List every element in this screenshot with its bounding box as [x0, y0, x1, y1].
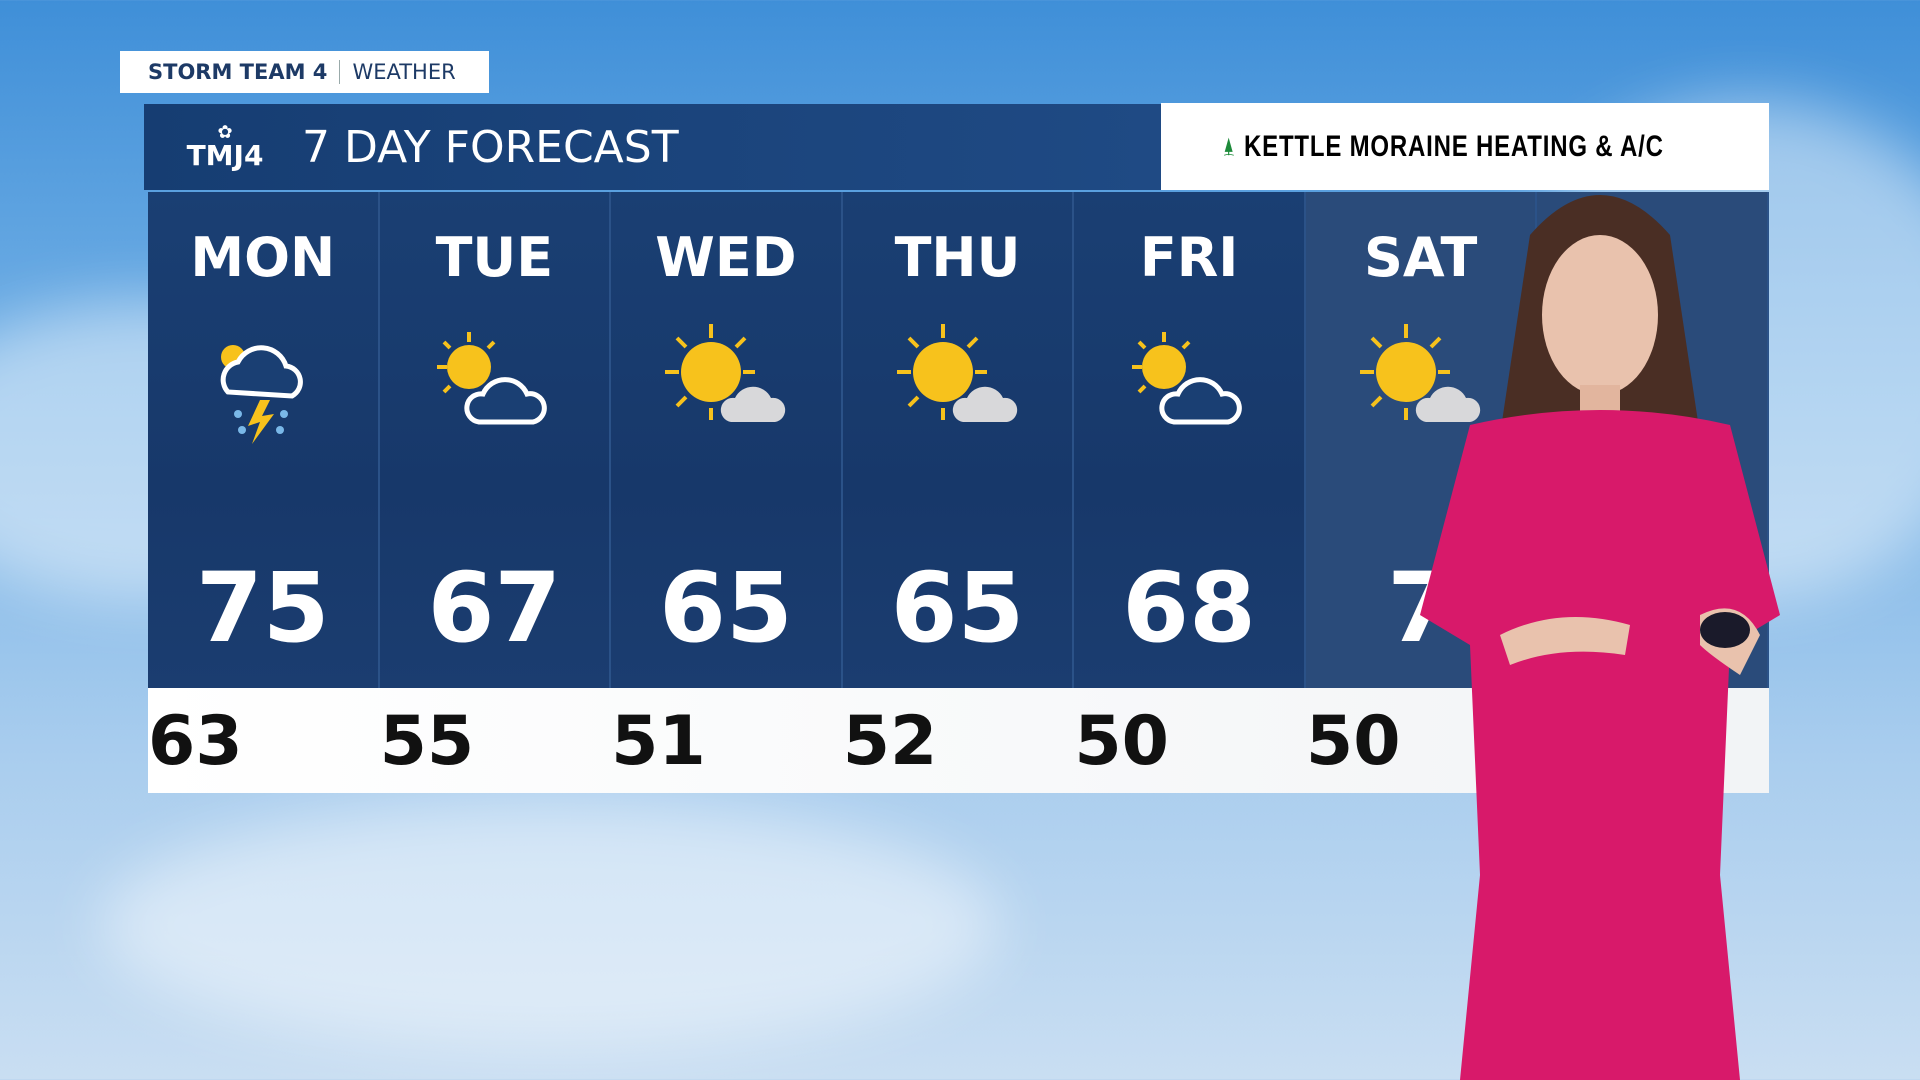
sponsor-banner: KETTLE MORAINE HEATING & A/C — [1161, 103, 1769, 190]
mostly-sunny-icon — [664, 324, 786, 422]
low-temp: 50 — [1074, 702, 1169, 781]
partly-cloudy-icon — [1132, 332, 1242, 425]
forecast-header: ✿ TMJ4 7 DAY FORECAST — [144, 104, 1161, 190]
day-label: TUE — [435, 226, 554, 289]
low-temp: 52 — [842, 702, 938, 781]
day-column: FRI 68 — [1074, 192, 1306, 688]
day-label: SAT — [1364, 226, 1478, 289]
high-temp: 65 — [890, 552, 1025, 664]
high-temp: 65 — [659, 552, 793, 664]
day-column: MON 75 — [148, 192, 380, 688]
day-label: MON — [190, 226, 336, 289]
low-temp: 50 — [1305, 702, 1401, 781]
day-label: FRI — [1139, 226, 1239, 289]
low-temp: 55 — [379, 702, 475, 781]
tree-icon — [1223, 137, 1234, 156]
forecast-grid: MON 75 TUE 67 WED 65 THU 65 FRI 68 SAT 7 — [148, 192, 1770, 688]
peacock-icon: ✿ — [217, 122, 233, 143]
high-temp: 75 — [195, 552, 330, 664]
high-temp: 68 — [1122, 552, 1256, 664]
low-temp: 51 — [611, 702, 706, 781]
day-column: THU 65 — [842, 192, 1075, 688]
brand-label: STORM TEAM 4 — [148, 60, 328, 84]
day-label: WED — [655, 226, 797, 289]
thunderstorm-icon — [220, 345, 303, 444]
presenter — [1420, 195, 1780, 1080]
low-temp: 63 — [148, 702, 243, 781]
show-tag: STORM TEAM 4 WEATHER — [120, 51, 489, 93]
section-label: WEATHER — [352, 60, 456, 84]
page-title: 7 DAY FORECAST — [302, 121, 679, 173]
divider — [339, 60, 341, 84]
partly-cloudy-icon — [437, 332, 548, 425]
day-column: TUE 67 — [379, 192, 612, 688]
day-label: THU — [894, 226, 1021, 289]
mostly-sunny-icon — [1359, 324, 1480, 422]
mostly-sunny-icon — [896, 324, 1017, 422]
station-logo: ✿ TMJ4 — [180, 124, 270, 170]
sponsor-name: KETTLE MORAINE HEATING & A/C — [1244, 129, 1665, 163]
day-column: WED 65 — [611, 192, 843, 688]
high-temp: 67 — [427, 552, 562, 664]
